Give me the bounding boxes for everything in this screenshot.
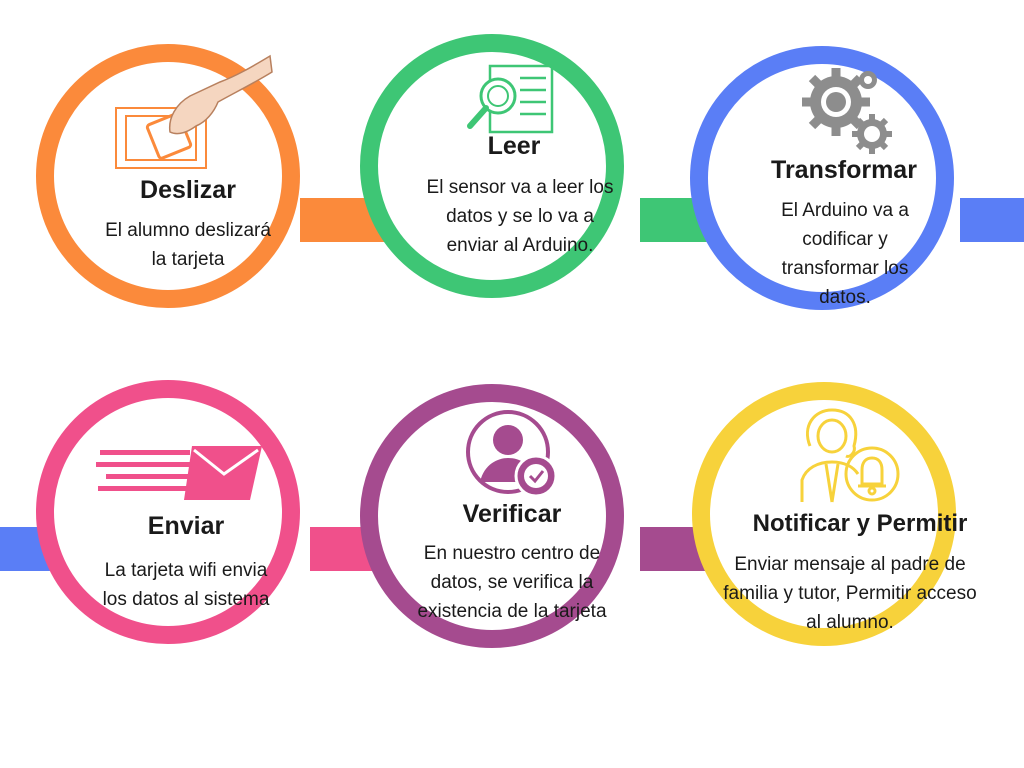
step-title-leer: Leer [487,132,541,160]
woman-bell-icon [800,408,900,503]
connector-3-out [960,198,1024,242]
step-desc-leer: El sensor va a leer los datos y se lo va… [426,177,614,256]
fast-mail-icon [96,446,262,500]
step-desc-enviar: La tarjeta wifi envia los datos al siste… [102,560,270,610]
step-title-enviar: Enviar [147,512,225,540]
step-title-notificar: Notificar y Permitir [752,510,968,537]
gears-icon [802,68,892,154]
step-title-deslizar: Deslizar [140,176,236,204]
step-desc-deslizar: El alumno deslizará la tarjeta [105,220,271,270]
step-desc-notificar: Enviar mensaje al padre de familia y tut… [723,554,977,633]
user-check-icon [466,410,558,498]
hand-card-icon [115,54,273,169]
step-desc-transformar: El Arduino va a codificar y transformar … [781,200,909,308]
step-title-verificar: Verificar [462,500,562,528]
step-desc-verificar: En nuestro centro de datos, se verifica … [417,543,607,622]
magnifier-document-icon [467,64,554,134]
step-title-transformar: Transformar [771,156,917,184]
